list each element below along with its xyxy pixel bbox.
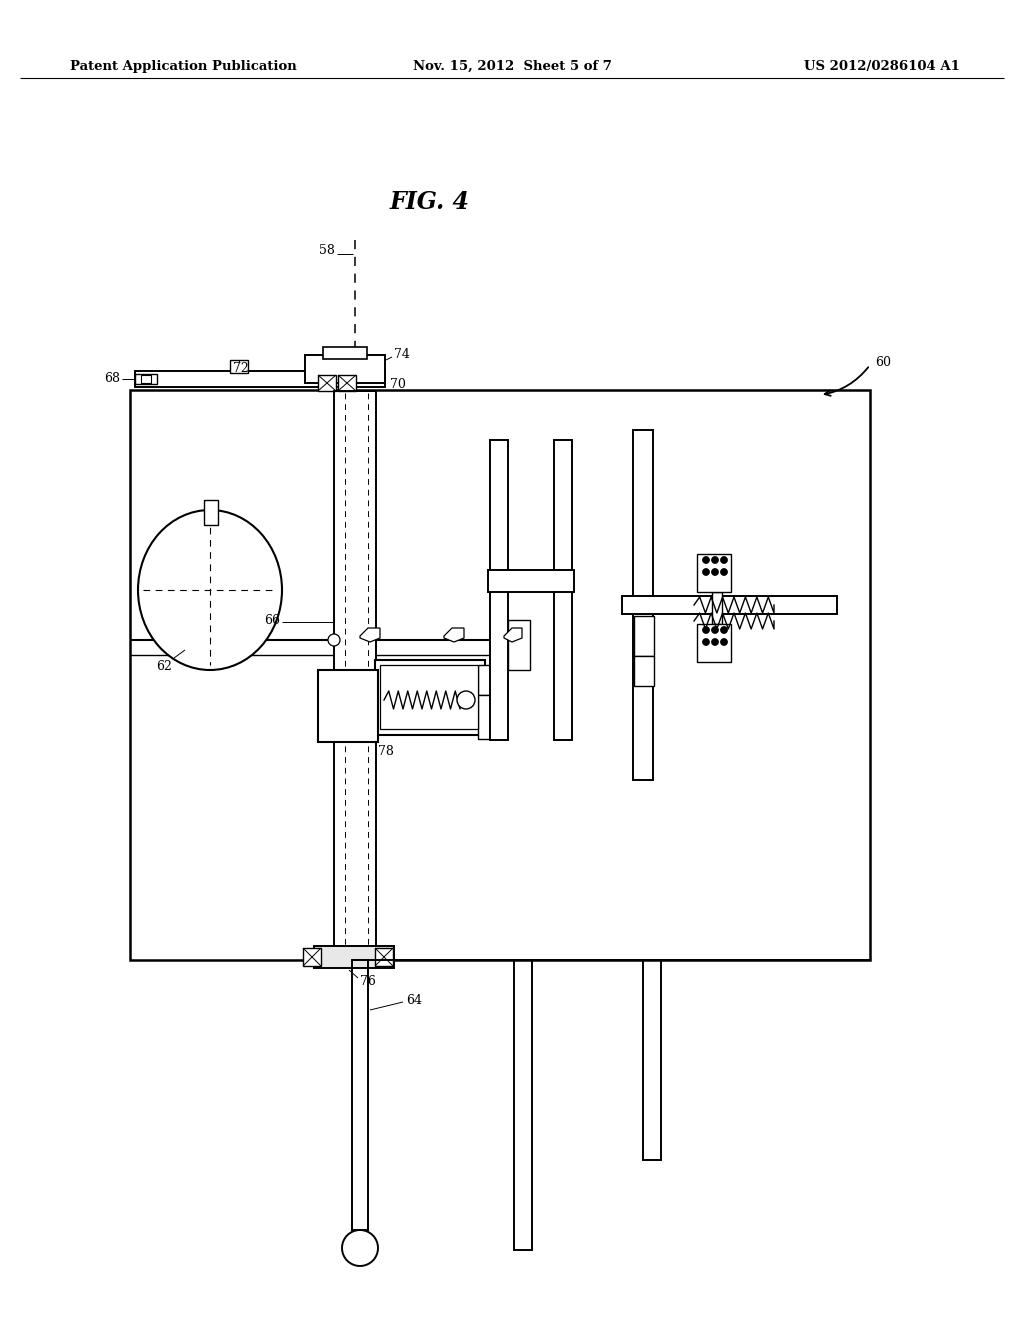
Circle shape	[328, 634, 340, 645]
Bar	[318, 671, 378, 742]
Bar	[305, 355, 385, 383]
Circle shape	[721, 569, 727, 576]
Bar	[712, 591, 722, 624]
Text: 68: 68	[104, 371, 120, 384]
Text: 58: 58	[319, 243, 335, 256]
Text: 60: 60	[874, 355, 891, 368]
Circle shape	[702, 557, 710, 564]
Bar	[375, 660, 485, 735]
Circle shape	[342, 1230, 378, 1266]
Text: 78: 78	[378, 744, 394, 758]
Bar	[478, 696, 500, 739]
Bar	[643, 960, 662, 1160]
Bar	[554, 440, 572, 741]
Bar	[622, 597, 837, 614]
Circle shape	[702, 627, 710, 634]
Bar	[488, 570, 574, 591]
Bar	[135, 374, 157, 384]
Text: Patent Application Publication: Patent Application Publication	[70, 59, 297, 73]
Circle shape	[712, 639, 719, 645]
Bar	[338, 375, 356, 391]
Text: Nov. 15, 2012  Sheet 5 of 7: Nov. 15, 2012 Sheet 5 of 7	[413, 59, 611, 73]
Circle shape	[712, 627, 719, 634]
Bar	[204, 500, 218, 525]
Text: FIG. 4: FIG. 4	[390, 190, 470, 214]
Bar	[380, 665, 478, 729]
Bar	[352, 960, 368, 1230]
Text: 62: 62	[156, 660, 172, 673]
Text: 70: 70	[390, 378, 406, 391]
Circle shape	[721, 639, 727, 645]
Circle shape	[712, 557, 719, 564]
Bar	[634, 616, 654, 656]
Bar	[375, 948, 393, 966]
Bar	[323, 347, 367, 359]
Polygon shape	[360, 628, 380, 642]
Ellipse shape	[138, 510, 282, 671]
Circle shape	[712, 569, 719, 576]
Bar	[318, 375, 336, 391]
Text: 64: 64	[406, 994, 422, 1006]
Circle shape	[721, 557, 727, 564]
Bar	[135, 371, 385, 387]
Bar	[141, 375, 151, 383]
Bar	[514, 960, 532, 1250]
Text: US 2012/0286104 A1: US 2012/0286104 A1	[804, 59, 961, 73]
Bar	[130, 389, 870, 960]
Text: 66: 66	[264, 614, 280, 627]
Bar	[478, 665, 500, 696]
Text: 74: 74	[394, 348, 410, 362]
Polygon shape	[444, 628, 464, 642]
Bar	[508, 620, 530, 671]
Bar	[314, 946, 394, 968]
Bar	[490, 440, 508, 741]
Bar	[230, 360, 248, 374]
Polygon shape	[504, 628, 522, 642]
Text: 72: 72	[233, 362, 249, 375]
Text: 76: 76	[360, 975, 376, 987]
Bar	[633, 430, 653, 780]
Circle shape	[702, 569, 710, 576]
Circle shape	[702, 639, 710, 645]
Circle shape	[721, 627, 727, 634]
Bar	[334, 391, 376, 950]
Bar	[697, 554, 731, 591]
Bar	[697, 624, 731, 663]
Circle shape	[457, 690, 475, 709]
Bar	[634, 656, 654, 686]
Bar	[303, 948, 321, 966]
